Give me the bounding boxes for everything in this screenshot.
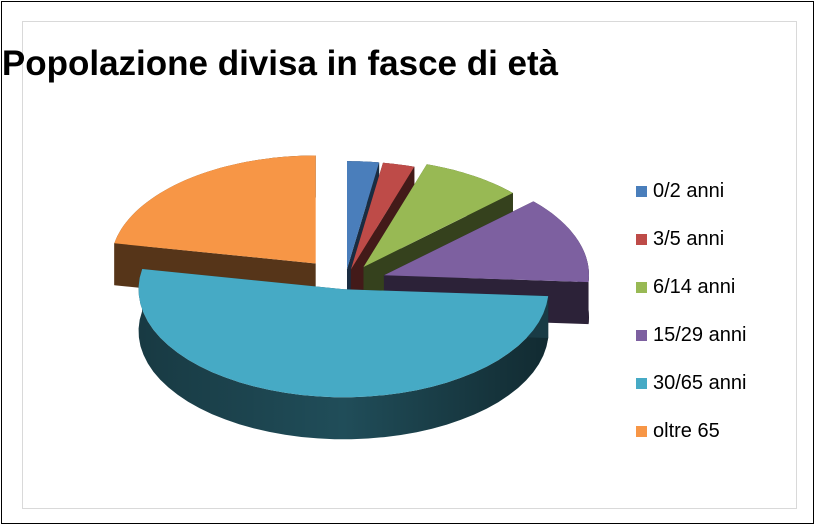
legend-swatch (636, 377, 647, 389)
pie-slice-2 (350, 162, 415, 270)
chart-area (22, 21, 797, 509)
legend-swatch (636, 329, 647, 341)
legend-label: oltre 65 (653, 419, 720, 442)
legend-item: 3/5 anni (636, 224, 806, 254)
legend: 0/2 anni 3/5 anni 6/14 anni 15/29 anni 30/65… (636, 176, 806, 464)
legend-item: 6/14 anni (636, 272, 806, 302)
pie-slice-5 (138, 269, 549, 398)
pie-slice-6 (114, 155, 316, 264)
pie-slice-1 (347, 161, 380, 270)
legend-swatch (636, 425, 647, 437)
legend-label: 15/29 anni (653, 323, 747, 346)
legend-item: 15/29 anni (636, 320, 806, 350)
pie-slice-4 (384, 201, 589, 283)
pie-slice-3 (363, 164, 513, 267)
pie-slice-side-shade-5 (138, 269, 549, 440)
legend-swatch (636, 233, 647, 245)
legend-item: 30/65 anni (636, 368, 806, 398)
legend-swatch (636, 281, 647, 293)
legend-label: 6/14 anni (653, 275, 736, 298)
legend-swatch (636, 185, 647, 197)
legend-label: 0/2 anni (653, 179, 725, 202)
legend-label: 3/5 anni (653, 227, 725, 250)
legend-label: 30/65 anni (653, 371, 747, 394)
legend-item: oltre 65 (636, 416, 806, 446)
chart-title: Popolazione divisa in fasce di età (1, 44, 559, 83)
legend-item: 0/2 anni (636, 176, 806, 206)
